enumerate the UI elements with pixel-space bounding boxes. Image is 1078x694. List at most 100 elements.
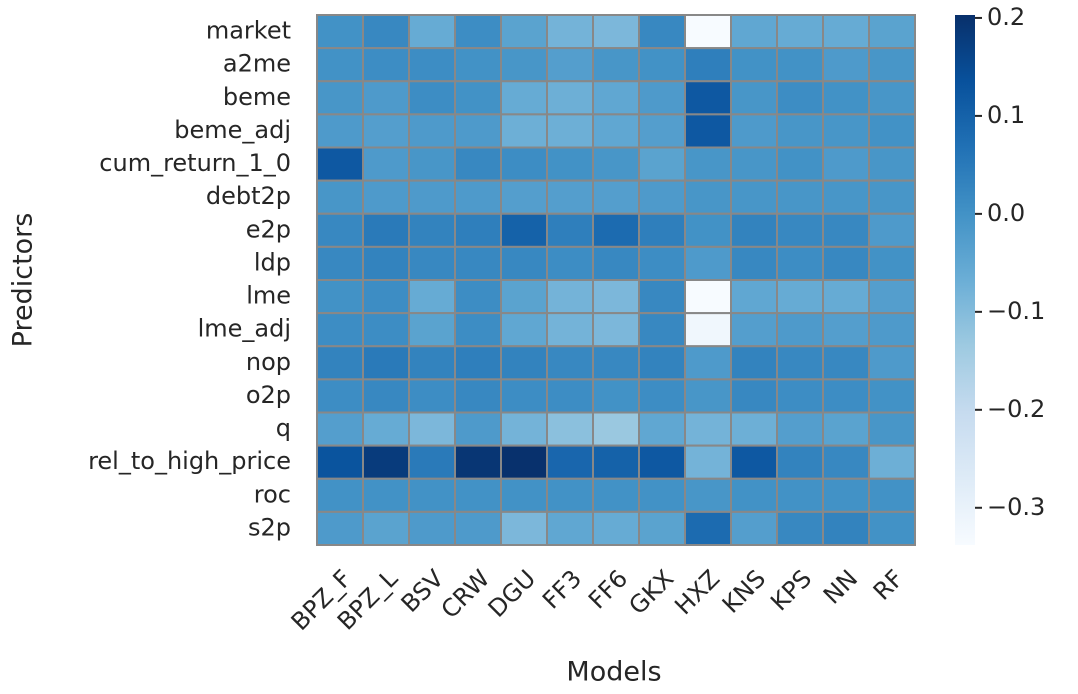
heatmap-cell <box>684 444 732 480</box>
x-tick-label: FF6 <box>583 564 633 614</box>
heatmap-cell <box>868 179 916 215</box>
heatmap-cell <box>730 411 778 447</box>
heatmap-cell <box>362 245 410 281</box>
x-tick-label: KPS <box>765 564 817 616</box>
heatmap-cell <box>454 14 502 50</box>
heatmap-cell <box>500 411 548 447</box>
heatmap-cell <box>316 80 364 116</box>
x-tick-label: DGU <box>483 564 541 622</box>
heatmap-cell <box>822 212 870 248</box>
heatmap-cell <box>822 378 870 414</box>
heatmap-cell <box>730 444 778 480</box>
heatmap-cell <box>776 80 824 116</box>
heatmap-cell <box>454 444 502 480</box>
heatmap-cell <box>730 378 778 414</box>
heatmap-cell <box>454 312 502 348</box>
x-tick-label: HXZ <box>669 564 725 620</box>
heatmap-cell <box>454 345 502 381</box>
colorbar <box>955 15 975 545</box>
heatmap-cell <box>776 345 824 381</box>
heatmap-cell <box>454 245 502 281</box>
heatmap-cell <box>546 80 594 116</box>
heatmap-cell <box>684 411 732 447</box>
heatmap-cell <box>454 179 502 215</box>
heatmap-cell <box>362 345 410 381</box>
y-axis-label: Predictors <box>8 213 39 348</box>
heatmap-cell <box>638 47 686 83</box>
heatmap-cell <box>684 179 732 215</box>
heatmap-cell <box>546 245 594 281</box>
heatmap-cell <box>454 477 502 513</box>
heatmap-cell <box>408 212 456 248</box>
x-tick-label: NN <box>818 564 863 609</box>
heatmap-cell <box>316 477 364 513</box>
heatmap-cell <box>546 510 594 546</box>
heatmap-cell <box>776 444 824 480</box>
heatmap-cell <box>316 179 364 215</box>
heatmap-cell <box>546 179 594 215</box>
heatmap-cell <box>592 378 640 414</box>
heatmap-cell <box>868 47 916 83</box>
heatmap-cell <box>316 245 364 281</box>
heatmap-cell <box>546 444 594 480</box>
heatmap-cell <box>546 14 594 50</box>
y-tick-label: o2p <box>246 381 291 409</box>
heatmap-cell <box>684 212 732 248</box>
heatmap-cell <box>500 444 548 480</box>
heatmap-cell <box>868 312 916 348</box>
heatmap-cell <box>776 14 824 50</box>
heatmap-cell <box>684 245 732 281</box>
y-tick-label: ldp <box>254 248 291 276</box>
heatmap-cell <box>408 179 456 215</box>
heatmap-cell <box>500 345 548 381</box>
heatmap-cell <box>730 510 778 546</box>
y-tick-label: roc <box>254 480 291 508</box>
heatmap-cell <box>592 146 640 182</box>
heatmap-cell <box>362 510 410 546</box>
x-tick-label: KNS <box>717 564 771 618</box>
y-tick-label: lme <box>246 282 291 310</box>
heatmap-cell <box>316 444 364 480</box>
heatmap-cell <box>546 146 594 182</box>
colorbar-tick-label: 0.2 <box>987 3 1025 31</box>
y-tick-label: a2me <box>223 50 291 78</box>
heatmap-cell <box>684 47 732 83</box>
heatmap-cell <box>776 312 824 348</box>
y-tick-label: beme <box>223 83 291 111</box>
heatmap-cell <box>500 47 548 83</box>
heatmap-cell <box>868 510 916 546</box>
heatmap-cell <box>776 47 824 83</box>
heatmap-cell <box>500 279 548 315</box>
heatmap-cell <box>730 312 778 348</box>
heatmap-cell <box>546 212 594 248</box>
y-tick-label: beme_adj <box>174 116 291 144</box>
heatmap-cell <box>592 411 640 447</box>
heatmap-cell <box>362 212 410 248</box>
heatmap-cell <box>408 312 456 348</box>
heatmap-cell <box>500 146 548 182</box>
heatmap-cell <box>408 345 456 381</box>
heatmap-cell <box>638 312 686 348</box>
y-tick-label: debt2p <box>206 182 291 210</box>
x-tick-label: FF3 <box>537 564 587 614</box>
heatmap-cell <box>546 477 594 513</box>
x-axis-label: Models <box>566 657 661 688</box>
heatmap-cell <box>316 212 364 248</box>
heatmap-cell <box>822 444 870 480</box>
heatmap-cell <box>408 113 456 149</box>
y-tick-label: lme_adj <box>198 315 291 343</box>
heatmap-cell <box>684 279 732 315</box>
y-tick-label: q <box>276 414 291 442</box>
heatmap-cell <box>408 14 456 50</box>
heatmap-cell <box>316 312 364 348</box>
colorbar-tick-label: −0.3 <box>987 493 1045 521</box>
heatmap-cell <box>362 378 410 414</box>
heatmap-cell <box>868 444 916 480</box>
heatmap-cell <box>316 47 364 83</box>
heatmap-cell <box>546 113 594 149</box>
heatmap-cell <box>454 47 502 83</box>
heatmap-cell <box>822 47 870 83</box>
heatmap-cell <box>316 510 364 546</box>
heatmap-cell <box>546 378 594 414</box>
